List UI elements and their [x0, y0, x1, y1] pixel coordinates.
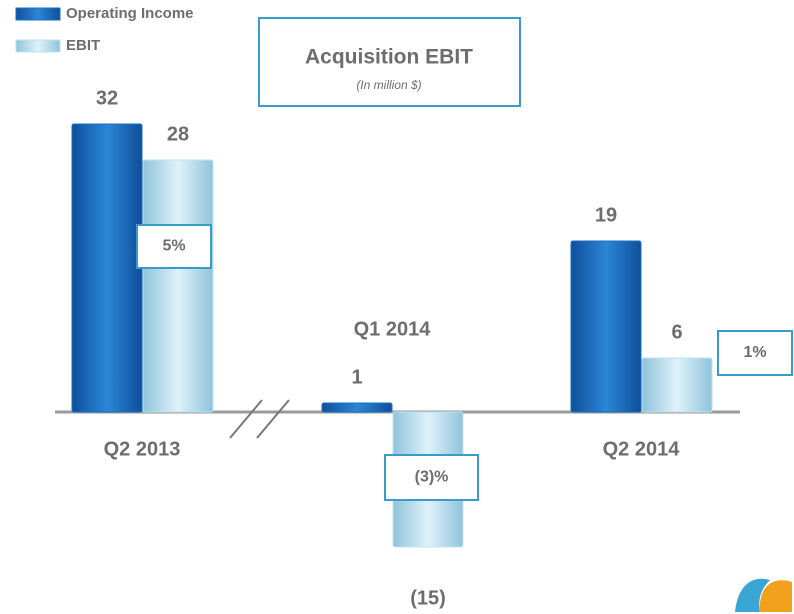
logo	[759, 580, 792, 612]
bar	[71, 123, 143, 413]
value-label: 6	[671, 321, 682, 343]
logo	[735, 578, 770, 612]
legend-swatch	[15, 7, 61, 21]
category-label: Q2 2013	[104, 438, 181, 460]
legend-label: Operating Income	[66, 5, 194, 22]
value-label: 28	[167, 123, 189, 145]
value-label: 19	[595, 204, 617, 226]
bar	[641, 357, 713, 413]
bar	[142, 159, 214, 413]
value-label: 1	[351, 366, 362, 388]
chart-subtitle: (In million $)	[356, 78, 421, 92]
margin-box	[384, 454, 479, 501]
margin-box	[136, 224, 212, 269]
bar	[570, 240, 642, 413]
margin-box	[717, 330, 793, 376]
category-label: Q2 2014	[603, 438, 681, 460]
axis-break	[256, 399, 290, 439]
title-box	[258, 17, 521, 107]
axis-break	[229, 399, 263, 439]
margin-label: 1%	[743, 344, 766, 361]
bar	[321, 402, 393, 413]
chart-title: Acquisition EBIT	[305, 46, 473, 69]
margin-label: 5%	[162, 238, 185, 255]
legend-swatch	[15, 39, 61, 53]
category-label: Q1 2014	[354, 318, 432, 340]
margin-label: (3)%	[415, 469, 449, 486]
legend-label: EBIT	[66, 37, 100, 54]
value-label: 32	[96, 87, 118, 109]
value-label: (15)	[410, 587, 446, 609]
